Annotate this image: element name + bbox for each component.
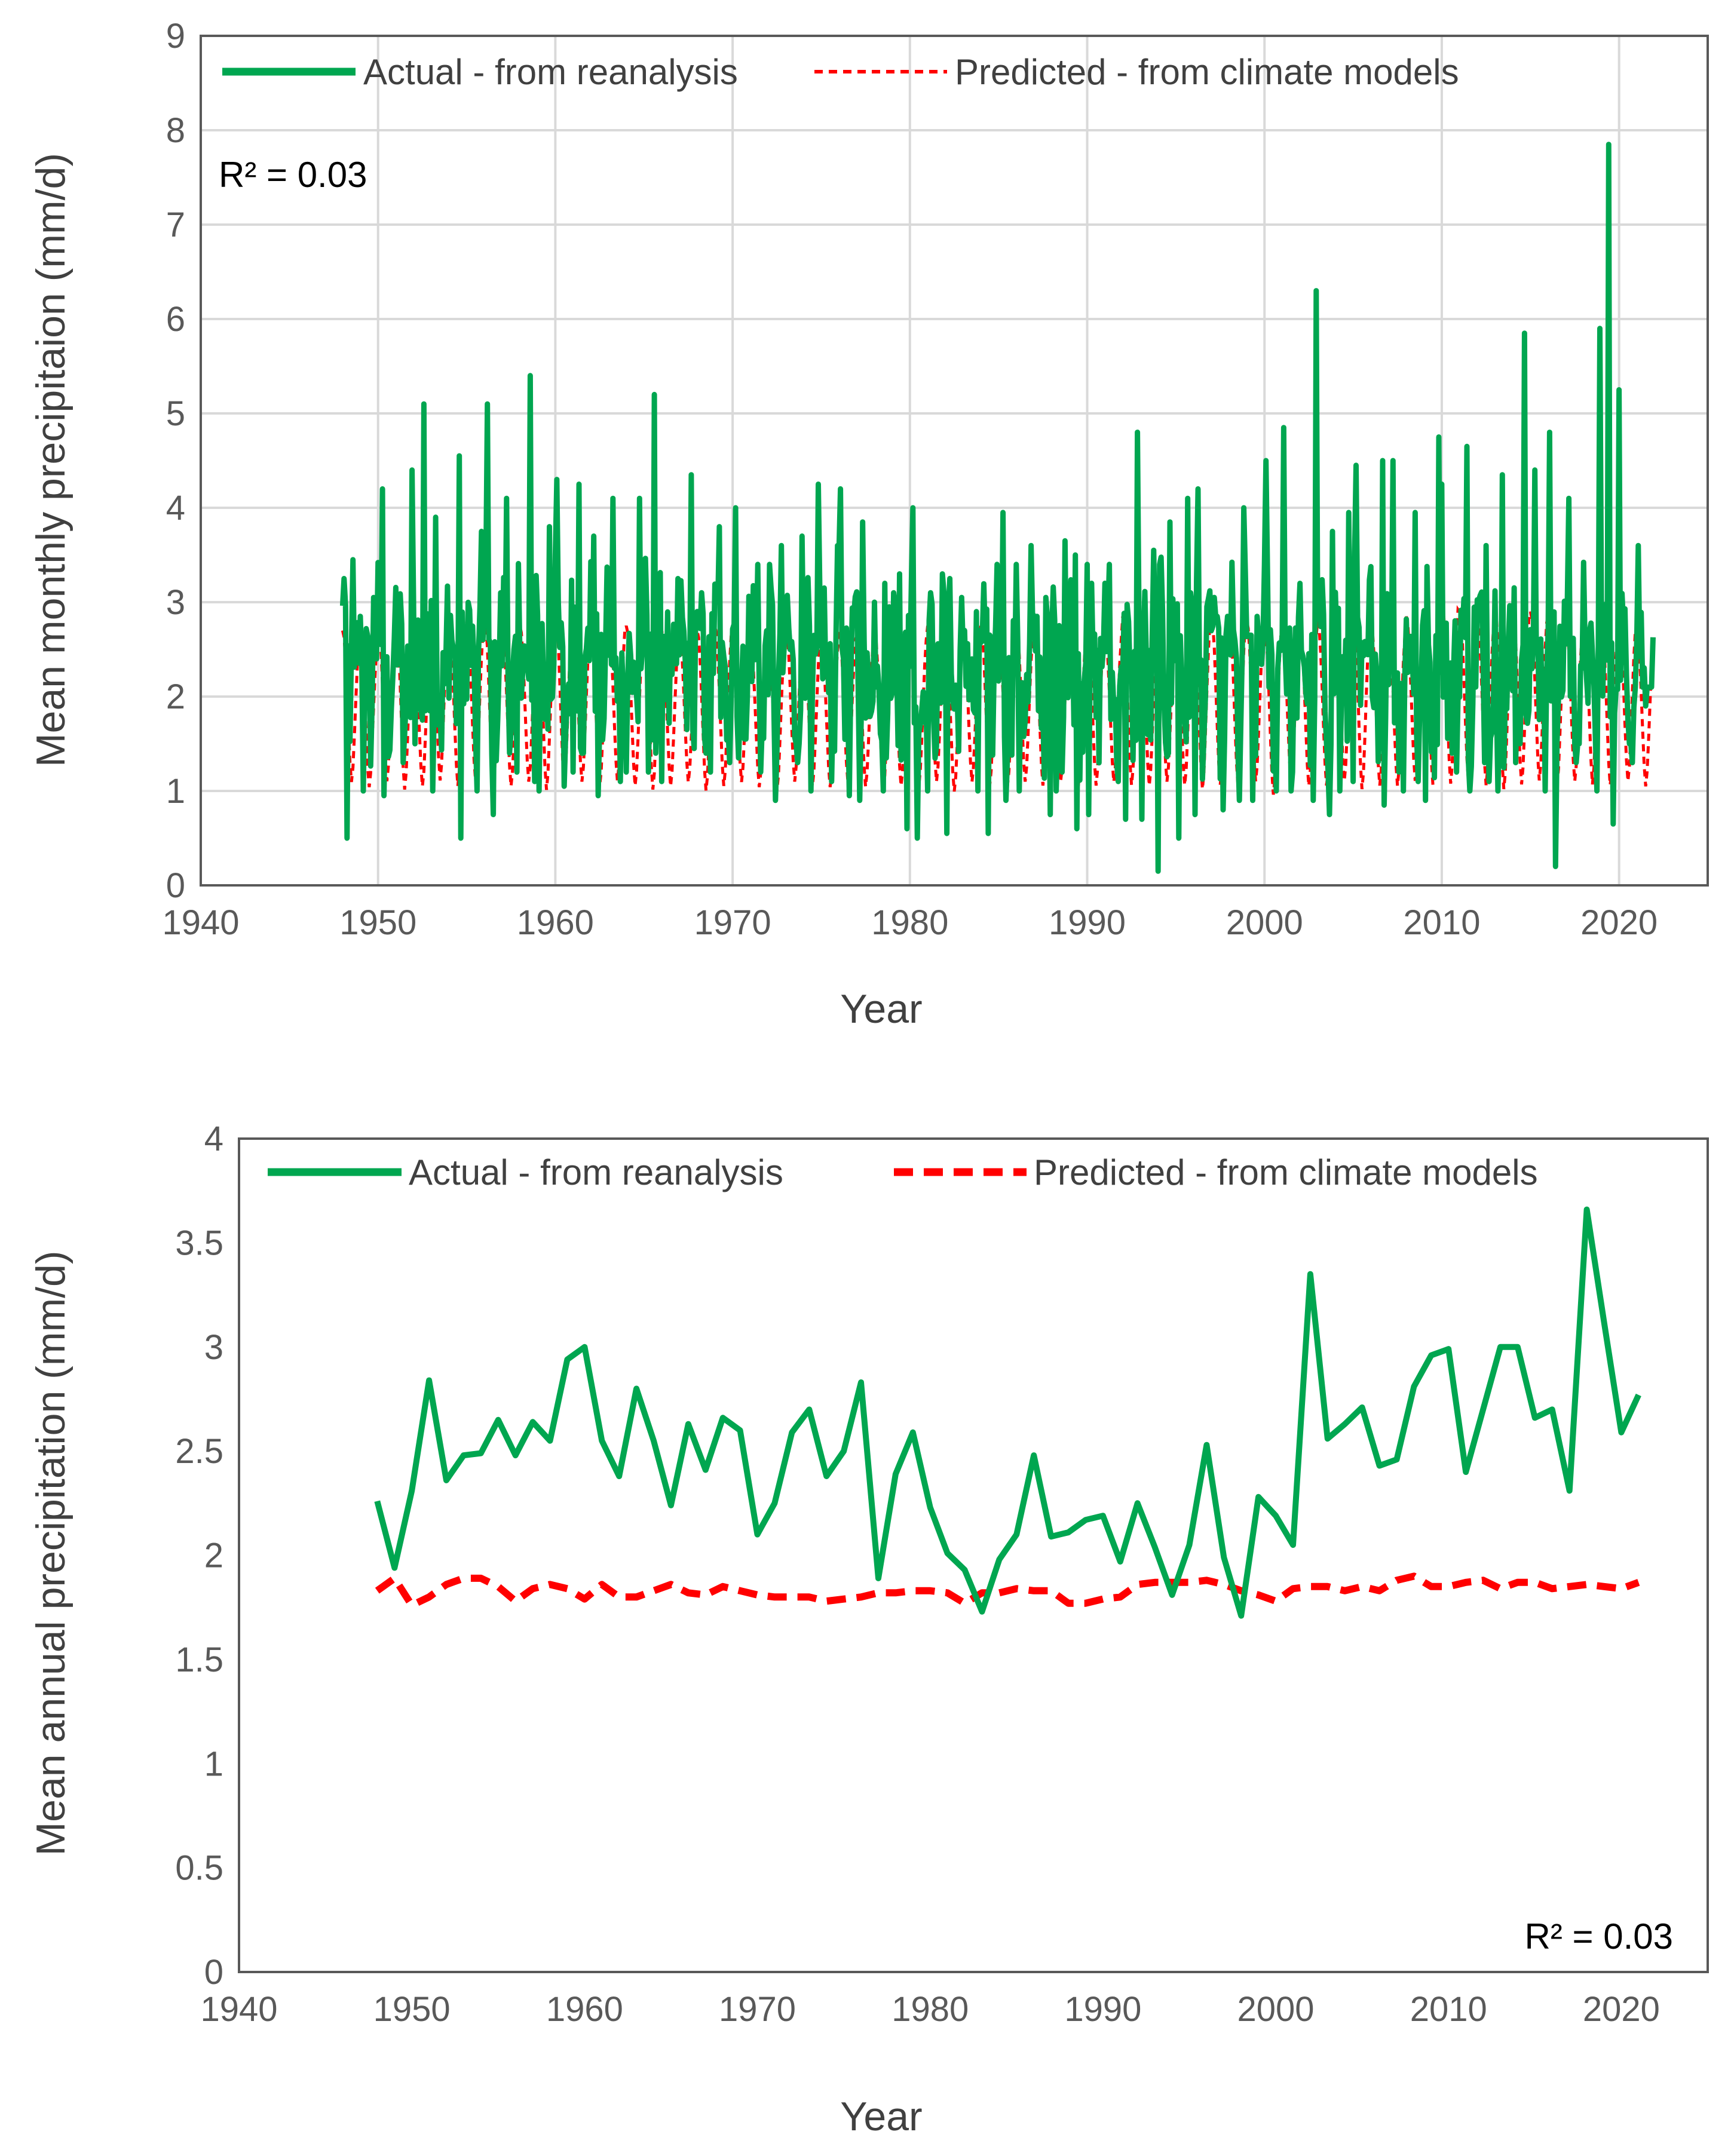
monthly-x-tick-label: 2010 bbox=[1403, 903, 1480, 942]
monthly-x-tick-label: 2020 bbox=[1580, 903, 1658, 942]
legend-predicted-label: Predicted - from climate models bbox=[955, 52, 1459, 92]
annual-actual-line bbox=[374, 1206, 1641, 1619]
annual-x-tick-label: 1960 bbox=[546, 1990, 623, 2029]
monthly-y-tick-label: 3 bbox=[166, 583, 185, 622]
monthly-x-tick-label: 1950 bbox=[339, 903, 416, 942]
annual-y-tick-label: 0.5 bbox=[175, 1849, 223, 1888]
annual-y-tick-label: 3 bbox=[204, 1328, 223, 1367]
monthly-y-tick-label: 0 bbox=[166, 866, 185, 905]
annual-x-axis-title: Year bbox=[840, 2094, 922, 2139]
annual-y-tick-label: 1 bbox=[204, 1744, 223, 1783]
annual-x-tick-labels: 1940 1950 1960 1970 1980 1990 2000 2010 2020 bbox=[200, 1990, 1659, 2029]
monthly-plot-frame bbox=[200, 35, 1709, 887]
annual-series bbox=[374, 1206, 1641, 1619]
monthly-x-tick-label: 1960 bbox=[517, 903, 594, 942]
annual-y-tick-label: 2.5 bbox=[175, 1432, 223, 1471]
monthly-x-tick-label: 1940 bbox=[162, 903, 239, 942]
monthly-x-tick-label: 1970 bbox=[694, 903, 771, 942]
monthly-y-tick-label: 2 bbox=[166, 677, 185, 716]
monthly-y-tick-labels: 0 1 2 3 4 5 6 7 8 9 bbox=[166, 17, 185, 905]
monthly-y-tick-label: 8 bbox=[166, 111, 185, 150]
annual-legend: Actual - from reanalysis Predicted - fro… bbox=[268, 1152, 1538, 1192]
monthly-precipitation-chart: 0 1 2 3 4 5 6 7 8 9 1940 1950 1960 1970 1980 1990 2000 2… bbox=[28, 17, 1709, 1032]
annual-y-tick-label: 3.5 bbox=[175, 1223, 223, 1262]
annual-r2-annotation: R² = 0.03 bbox=[1525, 1916, 1673, 1956]
annual-plot-frame bbox=[238, 1137, 1709, 1973]
annual-y-axis-title: Mean annual precipitation (mm/d) bbox=[28, 1251, 73, 1856]
monthly-x-axis-title: Year bbox=[840, 986, 922, 1032]
annual-x-tick-label: 1980 bbox=[891, 1990, 969, 2029]
monthly-x-tick-label: 1980 bbox=[871, 903, 948, 942]
legend-predicted-label: Predicted - from climate models bbox=[1034, 1152, 1538, 1192]
annual-y-tick-label: 4 bbox=[204, 1120, 223, 1158]
monthly-y-tick-label: 4 bbox=[166, 489, 185, 528]
annual-y-tick-label: 1.5 bbox=[175, 1640, 223, 1679]
annual-y-tick-label: 2 bbox=[204, 1537, 223, 1575]
monthly-actual-line bbox=[339, 142, 1656, 874]
annual-x-tick-label: 2000 bbox=[1237, 1990, 1315, 2029]
monthly-y-axis-title: Mean monthly precipitaion (mm/d) bbox=[28, 153, 73, 767]
annual-predicted-line bbox=[375, 1572, 1640, 1609]
annual-x-tick-label: 1940 bbox=[200, 1990, 277, 2029]
annual-precipitation-chart: 00.511.522.533.54 1940 1950 1960 1970 1980 19… bbox=[28, 1120, 1709, 2139]
monthly-x-tick-label: 1990 bbox=[1049, 903, 1126, 942]
annual-x-tick-label: 2010 bbox=[1410, 1990, 1487, 2029]
legend-actual-label: Actual - from reanalysis bbox=[363, 52, 738, 92]
monthly-actual-series bbox=[339, 142, 1656, 874]
annual-y-tick-labels: 0 0.5 1 1.5 2 2.5 3 3.5 4 bbox=[175, 1120, 223, 1992]
annual-x-tick-label: 2020 bbox=[1583, 1990, 1660, 2029]
annual-x-tick-label: 1970 bbox=[719, 1990, 796, 2029]
monthly-y-tick-label: 5 bbox=[166, 394, 185, 433]
annual-x-tick-label: 1950 bbox=[373, 1990, 451, 2029]
monthly-y-tick-label: 6 bbox=[166, 300, 185, 339]
monthly-r2-annotation: R² = 0.03 bbox=[219, 155, 367, 195]
legend-actual-label: Actual - from reanalysis bbox=[409, 1152, 783, 1192]
monthly-x-tick-labels: 1940 1950 1960 1970 1980 1990 2000 2010 2020 bbox=[162, 903, 1658, 942]
annual-y-tick-label: 0 bbox=[204, 1953, 223, 1992]
monthly-y-tick-label: 1 bbox=[166, 772, 185, 811]
monthly-y-tick-label: 7 bbox=[166, 206, 185, 244]
monthly-x-tick-label: 2000 bbox=[1226, 903, 1303, 942]
monthly-y-tick-label: 9 bbox=[166, 17, 185, 56]
monthly-legend: Actual - from reanalysis Predicted - fro… bbox=[222, 52, 1459, 92]
annual-x-tick-label: 1990 bbox=[1064, 1990, 1141, 2029]
